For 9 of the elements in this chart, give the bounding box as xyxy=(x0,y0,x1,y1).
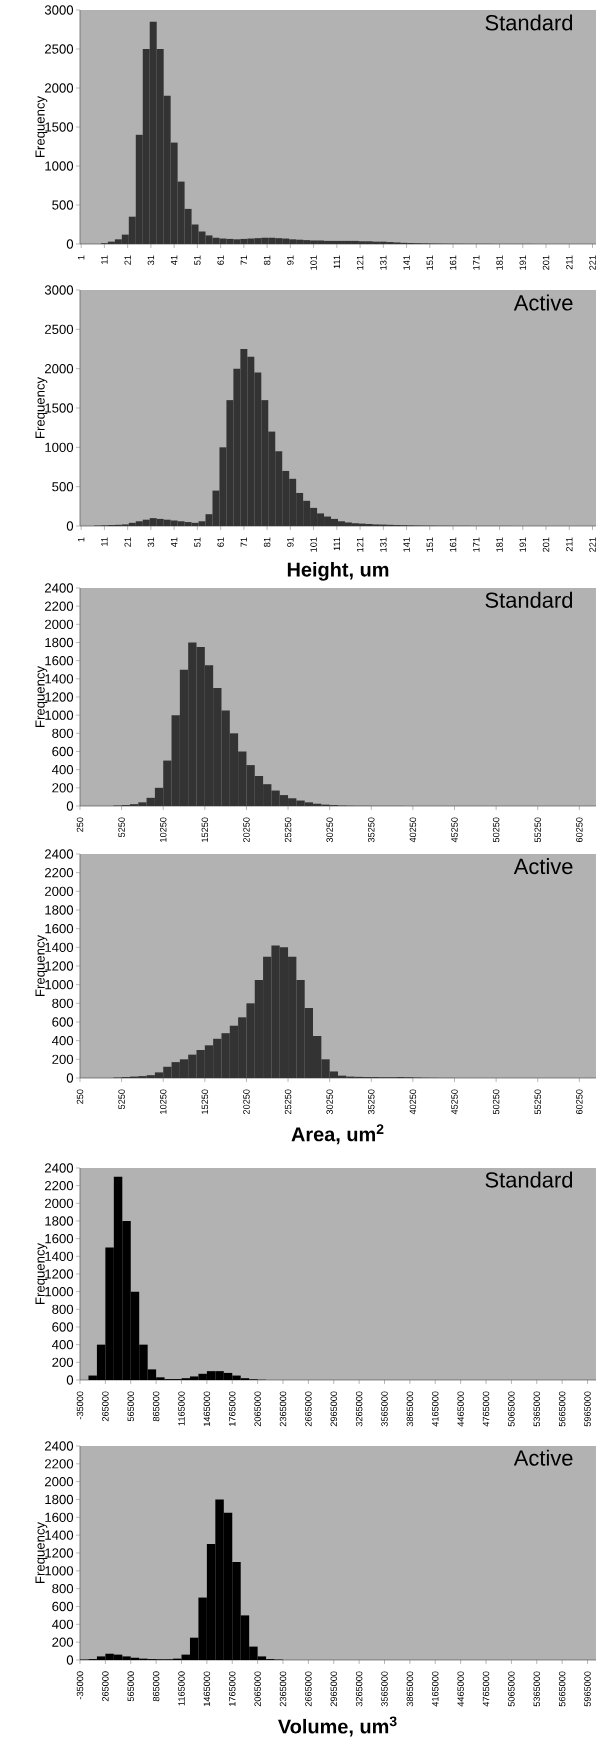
x-axis-title: Height, um xyxy=(287,562,389,581)
chart-title: Active xyxy=(513,858,573,875)
x-axis-title: Area, um$^{2}$ xyxy=(291,1124,384,1145)
chart-title: Active xyxy=(513,1449,573,1466)
chart-title: Standard xyxy=(485,1171,572,1188)
x-axis-title: Volume, um$^{3}$ xyxy=(277,1716,397,1737)
chart-title: Active xyxy=(513,294,573,311)
chart-title: Standard xyxy=(485,14,572,31)
chart-title: Standard xyxy=(485,591,572,608)
